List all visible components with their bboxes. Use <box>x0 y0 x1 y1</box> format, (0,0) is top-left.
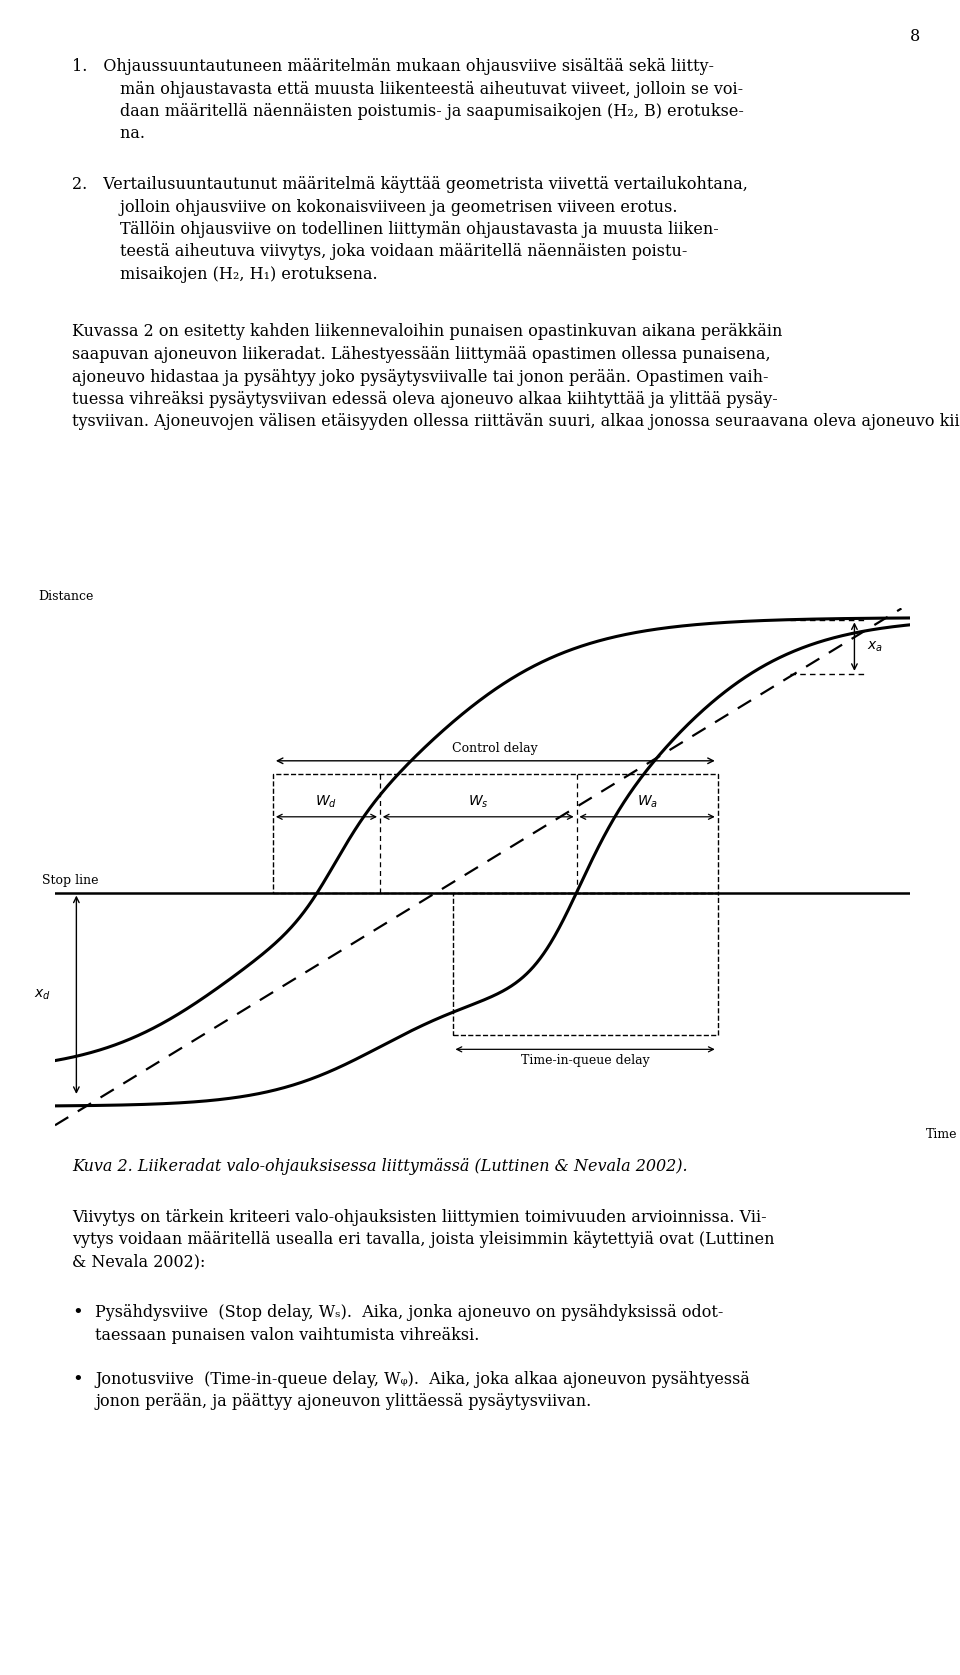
Text: Control delay: Control delay <box>452 742 539 755</box>
Text: jolloin ohjausviive on kokonaisviiveen ja geometrisen viiveen erotus.: jolloin ohjausviive on kokonaisviiveen j… <box>72 199 678 216</box>
Text: ajoneuvo hidastaa ja pysähtyy joko pysäytysviivalle tai jonon perään. Opastimen : ajoneuvo hidastaa ja pysähtyy joko pysäy… <box>72 368 769 385</box>
Text: misaikojen (H₂, H₁) erotuksena.: misaikojen (H₂, H₁) erotuksena. <box>72 266 377 283</box>
Text: vytys voidaan määritellä usealla eri tavalla, joista yleisimmin käytettyiä ovat : vytys voidaan määritellä usealla eri tav… <box>72 1231 775 1248</box>
Text: 8: 8 <box>910 28 920 45</box>
Text: 2. Vertailusuuntautunut määritelmä käyttää geometrista viivettä vertailukohtana,: 2. Vertailusuuntautunut määritelmä käytt… <box>72 176 748 193</box>
Text: Jonotusviive  (Time-in-queue delay, Wᵩ).  Aika, joka alkaa ajoneuvon pysähtyessä: Jonotusviive (Time-in-queue delay, Wᵩ). … <box>95 1372 750 1389</box>
Text: $x_a$: $x_a$ <box>867 640 883 653</box>
Text: $W_a$: $W_a$ <box>636 794 658 809</box>
Text: teestä aiheutuva viivytys, joka voidaan määritellä näennäisten poistu-: teestä aiheutuva viivytys, joka voidaan … <box>72 243 687 261</box>
Text: Distance: Distance <box>37 590 93 603</box>
Text: Kuvassa 2 on esitetty kahden liikennevaloihin punaisen opastinkuvan aikana peräk: Kuvassa 2 on esitetty kahden liikenneval… <box>72 323 782 340</box>
Text: tysviivan. Ajoneuvojen välisen etäisyyden ollessa riittävän suuri, alkaa jonossa: tysviivan. Ajoneuvojen välisen etäisyyde… <box>72 414 960 430</box>
Text: daan määritellä näennäisten poistumis- ja saapumisaikojen (H₂, B) erotukse-: daan määritellä näennäisten poistumis- j… <box>72 102 744 121</box>
Text: taessaan punaisen valon vaihtumista vihreäksi.: taessaan punaisen valon vaihtumista vihr… <box>95 1327 479 1343</box>
Text: $W_d$: $W_d$ <box>316 794 337 809</box>
Text: $W_s$: $W_s$ <box>468 794 489 809</box>
Text: saapuvan ajoneuvon liikeradat. Lähestyessään liittymää opastimen ollessa punaise: saapuvan ajoneuvon liikeradat. Lähestyes… <box>72 347 771 363</box>
Text: Tällöin ohjausviive on todellinen liittymän ohjaustavasta ja muusta liiken-: Tällöin ohjausviive on todellinen liitty… <box>72 221 719 238</box>
Text: & Nevala 2002):: & Nevala 2002): <box>72 1253 205 1271</box>
Text: jonon perään, ja päättyy ajoneuvon ylittäessä pysäytysviivan.: jonon perään, ja päättyy ajoneuvon ylitt… <box>95 1394 591 1410</box>
Text: tuessa vihreäksi pysäytysviivan edessä oleva ajoneuvo alkaa kiihtyttää ja ylittä: tuessa vihreäksi pysäytysviivan edessä o… <box>72 390 778 409</box>
Text: Kuva 2. Liikeradat valo-ohjauksisessa liittymässä (Luttinen & Nevala 2002).: Kuva 2. Liikeradat valo-ohjauksisessa li… <box>72 1157 687 1174</box>
Text: Time: Time <box>925 1127 957 1141</box>
Text: män ohjaustavasta että muusta liikenteestä aiheutuvat viiveet, jolloin se voi-: män ohjaustavasta että muusta liikentees… <box>72 80 743 97</box>
Text: $x_d$: $x_d$ <box>34 988 51 1002</box>
Text: Pysähdysviive  (Stop delay, Wₛ).  Aika, jonka ajoneuvo on pysähdyksissä odot-: Pysähdysviive (Stop delay, Wₛ). Aika, jo… <box>95 1305 724 1322</box>
Text: Viivytys on tärkein kriteeri valo-ohjauksisten liittymien toimivuuden arvioinnis: Viivytys on tärkein kriteeri valo-ohjauk… <box>72 1208 767 1226</box>
Text: •: • <box>72 1372 83 1389</box>
Text: •: • <box>72 1305 83 1322</box>
Text: Time-in-queue delay: Time-in-queue delay <box>520 1054 650 1067</box>
Text: 1. Ohjaussuuntautuneen määritelmän mukaan ohjausviive sisältää sekä liitty-: 1. Ohjaussuuntautuneen määritelmän mukaa… <box>72 59 714 75</box>
Text: Stop line: Stop line <box>42 874 99 888</box>
Text: na.: na. <box>72 126 145 142</box>
